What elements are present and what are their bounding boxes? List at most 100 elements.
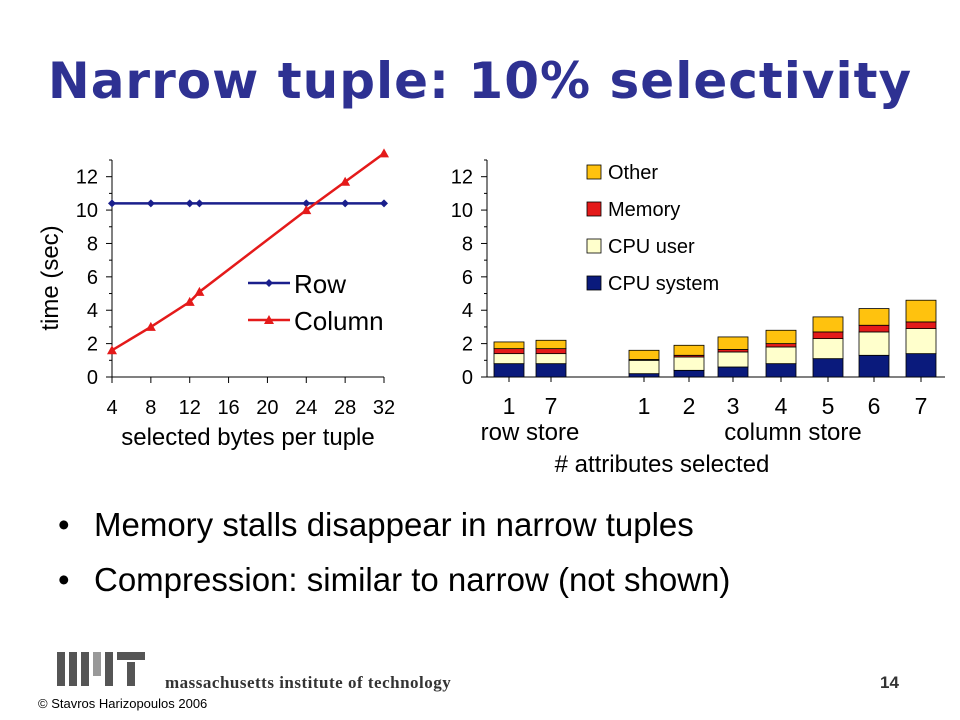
bar-segment-cpu-user — [905, 328, 937, 355]
group-label: row store — [481, 419, 580, 446]
x-tick-label: 2 — [683, 393, 696, 419]
data-point — [195, 199, 204, 208]
x-tick-label: 8 — [145, 397, 156, 419]
y-tick-label: 8 — [462, 233, 473, 255]
data-point — [379, 148, 389, 158]
bar-segment-memory — [535, 348, 567, 355]
bar-segment-cpu-system — [493, 363, 525, 378]
footer-institution: massachusetts institute of technology — [165, 673, 452, 692]
y-axis-label: time (sec) — [37, 225, 64, 330]
bar-segment-other — [765, 329, 797, 345]
bullet-dot-icon: • — [58, 506, 70, 543]
bullet-item: • Memory stalls disappear in narrow tuple… — [58, 505, 730, 545]
mit-logo-icon — [57, 652, 145, 686]
x-tick-label: 1 — [503, 393, 516, 419]
y-tick-label: 6 — [462, 267, 473, 289]
bar-segment-cpu-system — [858, 354, 890, 378]
page-number: 14 — [880, 673, 899, 692]
data-point — [340, 176, 351, 186]
x-tick-label: 12 — [179, 397, 201, 419]
data-point — [194, 286, 205, 296]
bar-segment-cpu-user — [493, 353, 525, 365]
bar-segment-other — [628, 349, 660, 360]
legend-label: Memory — [608, 199, 680, 221]
x-tick-label: 24 — [295, 397, 317, 419]
bar-segment-memory — [765, 343, 797, 348]
bar-segment-cpu-system — [812, 358, 844, 378]
y-tick-label: 4 — [87, 300, 98, 322]
x-tick-label: 5 — [822, 393, 835, 419]
data-point — [185, 199, 194, 208]
x-tick-label: 7 — [915, 393, 928, 419]
bar-segment-cpu-system — [765, 363, 797, 378]
x-tick-label: 32 — [373, 397, 395, 419]
bullet-list: • Memory stalls disappear in narrow tuple… — [58, 505, 730, 615]
x-tick-label: 6 — [868, 393, 881, 419]
y-tick-label: 2 — [462, 334, 473, 356]
y-tick-label: 12 — [76, 167, 98, 189]
bar-segment-cpu-user — [812, 338, 844, 360]
bar-segment-cpu-user — [628, 359, 660, 375]
y-tick-label: 4 — [462, 300, 473, 322]
bar-segment-cpu-system — [717, 366, 749, 378]
legend-label: Row — [294, 269, 346, 299]
legend-swatch — [586, 275, 602, 291]
data-point — [301, 205, 312, 215]
data-point — [145, 321, 156, 331]
bar-segment-cpu-system — [628, 373, 660, 378]
x-tick-label: 4 — [106, 397, 117, 419]
legend-label: Other — [608, 162, 658, 184]
data-point — [341, 199, 350, 208]
bullet-text: Memory stalls disappear in narrow tuples — [94, 506, 694, 543]
bar-segment-memory — [905, 321, 937, 329]
x-tick-label: 20 — [256, 397, 278, 419]
bar-segment-memory — [812, 331, 844, 340]
x-axis-label: # attributes selected — [555, 451, 770, 478]
slide-title: Narrow tuple: 10% selectivity — [47, 52, 913, 110]
data-point — [107, 345, 117, 355]
y-tick-label: 6 — [87, 267, 98, 289]
bar-segment-other — [535, 339, 567, 350]
y-tick-label: 2 — [87, 334, 98, 356]
bar-segment-other — [493, 341, 525, 350]
data-point — [184, 296, 195, 306]
bullet-item: • Compression: similar to narrow (not sho… — [58, 560, 730, 600]
bar-segment-cpu-user — [535, 353, 567, 365]
y-tick-label: 10 — [451, 200, 473, 222]
legend-label: CPU user — [608, 236, 695, 258]
copyright-notice: © Stavros Harizopoulos 2006 — [38, 696, 208, 711]
data-point — [302, 199, 311, 208]
y-tick-label: 0 — [462, 367, 473, 389]
bar-segment-cpu-user — [765, 346, 797, 365]
bar-segment-cpu-system — [535, 363, 567, 378]
bullet-text: Compression: similar to narrow (not show… — [94, 561, 731, 598]
y-tick-label: 10 — [76, 200, 98, 222]
bar-segment-cpu-system — [905, 353, 937, 378]
bar-segment-other — [905, 299, 937, 323]
legend-marker — [265, 279, 273, 287]
x-tick-label: 4 — [775, 393, 788, 419]
x-tick-label: 7 — [545, 393, 558, 419]
legend-marker — [264, 315, 274, 324]
bar-segment-cpu-system — [673, 369, 705, 378]
group-label: column store — [724, 419, 861, 446]
x-tick-label: 3 — [727, 393, 740, 419]
legend-swatch — [586, 238, 602, 254]
bar-segment-other — [717, 336, 749, 350]
y-tick-label: 12 — [451, 167, 473, 189]
legend-label: CPU system — [608, 273, 719, 295]
legend-label: Column — [294, 306, 384, 336]
y-tick-label: 8 — [87, 233, 98, 255]
data-point — [146, 199, 155, 208]
bar-segment-cpu-user — [858, 331, 890, 356]
legend-swatch — [586, 201, 602, 217]
data-point — [380, 199, 388, 208]
x-tick-label: 28 — [334, 397, 356, 419]
bar-segment-other — [673, 344, 705, 356]
x-tick-label: 16 — [217, 397, 239, 419]
bar-segment-other — [858, 308, 890, 326]
x-axis-label: selected bytes per tuple — [121, 424, 375, 451]
